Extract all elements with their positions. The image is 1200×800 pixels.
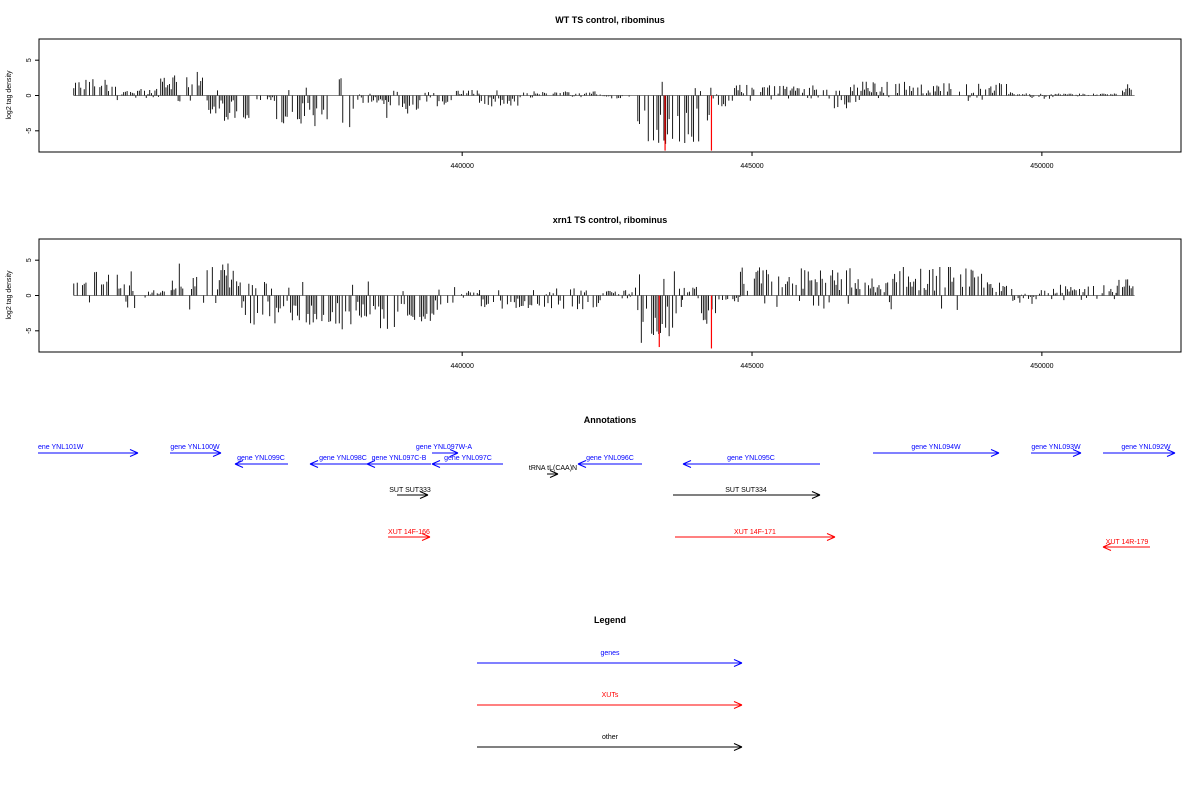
y-tick-label: 0: [26, 93, 33, 97]
feature-arrow: [577, 460, 642, 468]
feature-label: XUT 14F-166: [388, 529, 430, 536]
y-tick-label: 5: [26, 58, 33, 62]
feature-arrow: [38, 449, 139, 457]
feature-arrow: [547, 470, 559, 478]
y-tick-label: -5: [26, 128, 33, 134]
xrn1-plot-area: -5 0 5 440000 445000 450000: [26, 238, 1182, 370]
y-tick-label: -5: [26, 328, 33, 334]
feature-label: gene YNL099C: [237, 455, 285, 462]
feature-arrow: [234, 460, 288, 468]
annotation-features: ene YNL101W gene YNL100W gene YNL099C gene …: [38, 444, 1176, 551]
feature-label: gene YNL097W-A: [416, 444, 472, 451]
legend-arrow: [477, 701, 743, 709]
legend-label: XUTs: [602, 692, 619, 699]
feature-label: tRNA tL(CAA)N: [529, 465, 577, 472]
feature-label: gene YNL095C: [727, 455, 775, 462]
feature-arrow: [1031, 449, 1082, 457]
feature-label: gene YNL097C-B: [372, 455, 427, 462]
feature-label: XUT 14F-171: [734, 529, 776, 536]
feature-label: gene YNL100W: [170, 444, 220, 451]
legend-label: other: [602, 734, 619, 741]
xrn1-y-axis-label: log2 tag density: [6, 270, 13, 320]
density-bars: [73, 263, 1134, 343]
feature-label: gene YNL093W: [1031, 444, 1081, 451]
wt-track-panel: WT TS control, ribominus log2 tag densit…: [6, 15, 1182, 170]
feature-label: gene YNL094W: [911, 444, 961, 451]
feature-label: gene YNL096C: [586, 455, 634, 462]
feature-label: gene YNL092W: [1121, 444, 1171, 451]
x-tick-label: 450000: [1030, 163, 1053, 170]
feature-arrow: [682, 460, 820, 468]
feature-label: SUT SUT333: [389, 487, 431, 494]
wt-track-title: WT TS control, ribominus: [555, 15, 665, 25]
feature-arrow: [673, 491, 821, 499]
annotations-title: Annotations: [584, 415, 637, 425]
feature-arrow: [1103, 449, 1176, 457]
feature-arrow: [873, 449, 1000, 457]
feature-label: ene YNL101W: [38, 444, 84, 451]
feature-arrow: [309, 460, 375, 468]
annotations-track: Annotations ene YNL101W gene YNL100W gene …: [38, 415, 1176, 551]
xrn1-track-panel: xrn1 TS control, ribominus log2 tag dens…: [6, 215, 1182, 370]
xrn1-track-title: xrn1 TS control, ribominus: [553, 215, 668, 225]
feature-arrow: [397, 491, 429, 499]
feature-arrow: [366, 460, 431, 468]
feature-label: SUT SUT334: [725, 487, 767, 494]
feature-label: gene YNL098C: [319, 455, 367, 462]
legend-title: Legend: [594, 615, 626, 625]
legend-arrow: [477, 659, 743, 667]
legend-entries: genes XUTs other: [477, 650, 743, 751]
feature-label: gene YNL097C: [444, 455, 492, 462]
feature-arrow: [388, 533, 431, 541]
wt-y-axis-label: log2 tag density: [6, 70, 13, 120]
feature-arrow: [1102, 543, 1150, 551]
legend-label: genes: [600, 650, 620, 657]
feature-arrow: [431, 460, 503, 468]
feature-arrow: [432, 449, 459, 457]
x-tick-label: 445000: [740, 363, 763, 370]
y-tick-label: 0: [26, 293, 33, 297]
legend: Legend genes XUTs other: [477, 615, 743, 751]
x-tick-label: 440000: [450, 163, 473, 170]
x-tick-label: 440000: [450, 363, 473, 370]
density-bars: [73, 71, 1132, 144]
wt-plot-area: -5 0 5 440000 445000 450000: [26, 38, 1182, 170]
feature-arrow: [170, 449, 222, 457]
feature-arrow: [675, 533, 836, 541]
y-tick-label: 5: [26, 258, 33, 262]
x-tick-label: 445000: [740, 163, 763, 170]
feature-label: XUT 14R-179: [1106, 539, 1149, 546]
x-tick-label: 450000: [1030, 363, 1053, 370]
legend-arrow: [477, 743, 743, 751]
